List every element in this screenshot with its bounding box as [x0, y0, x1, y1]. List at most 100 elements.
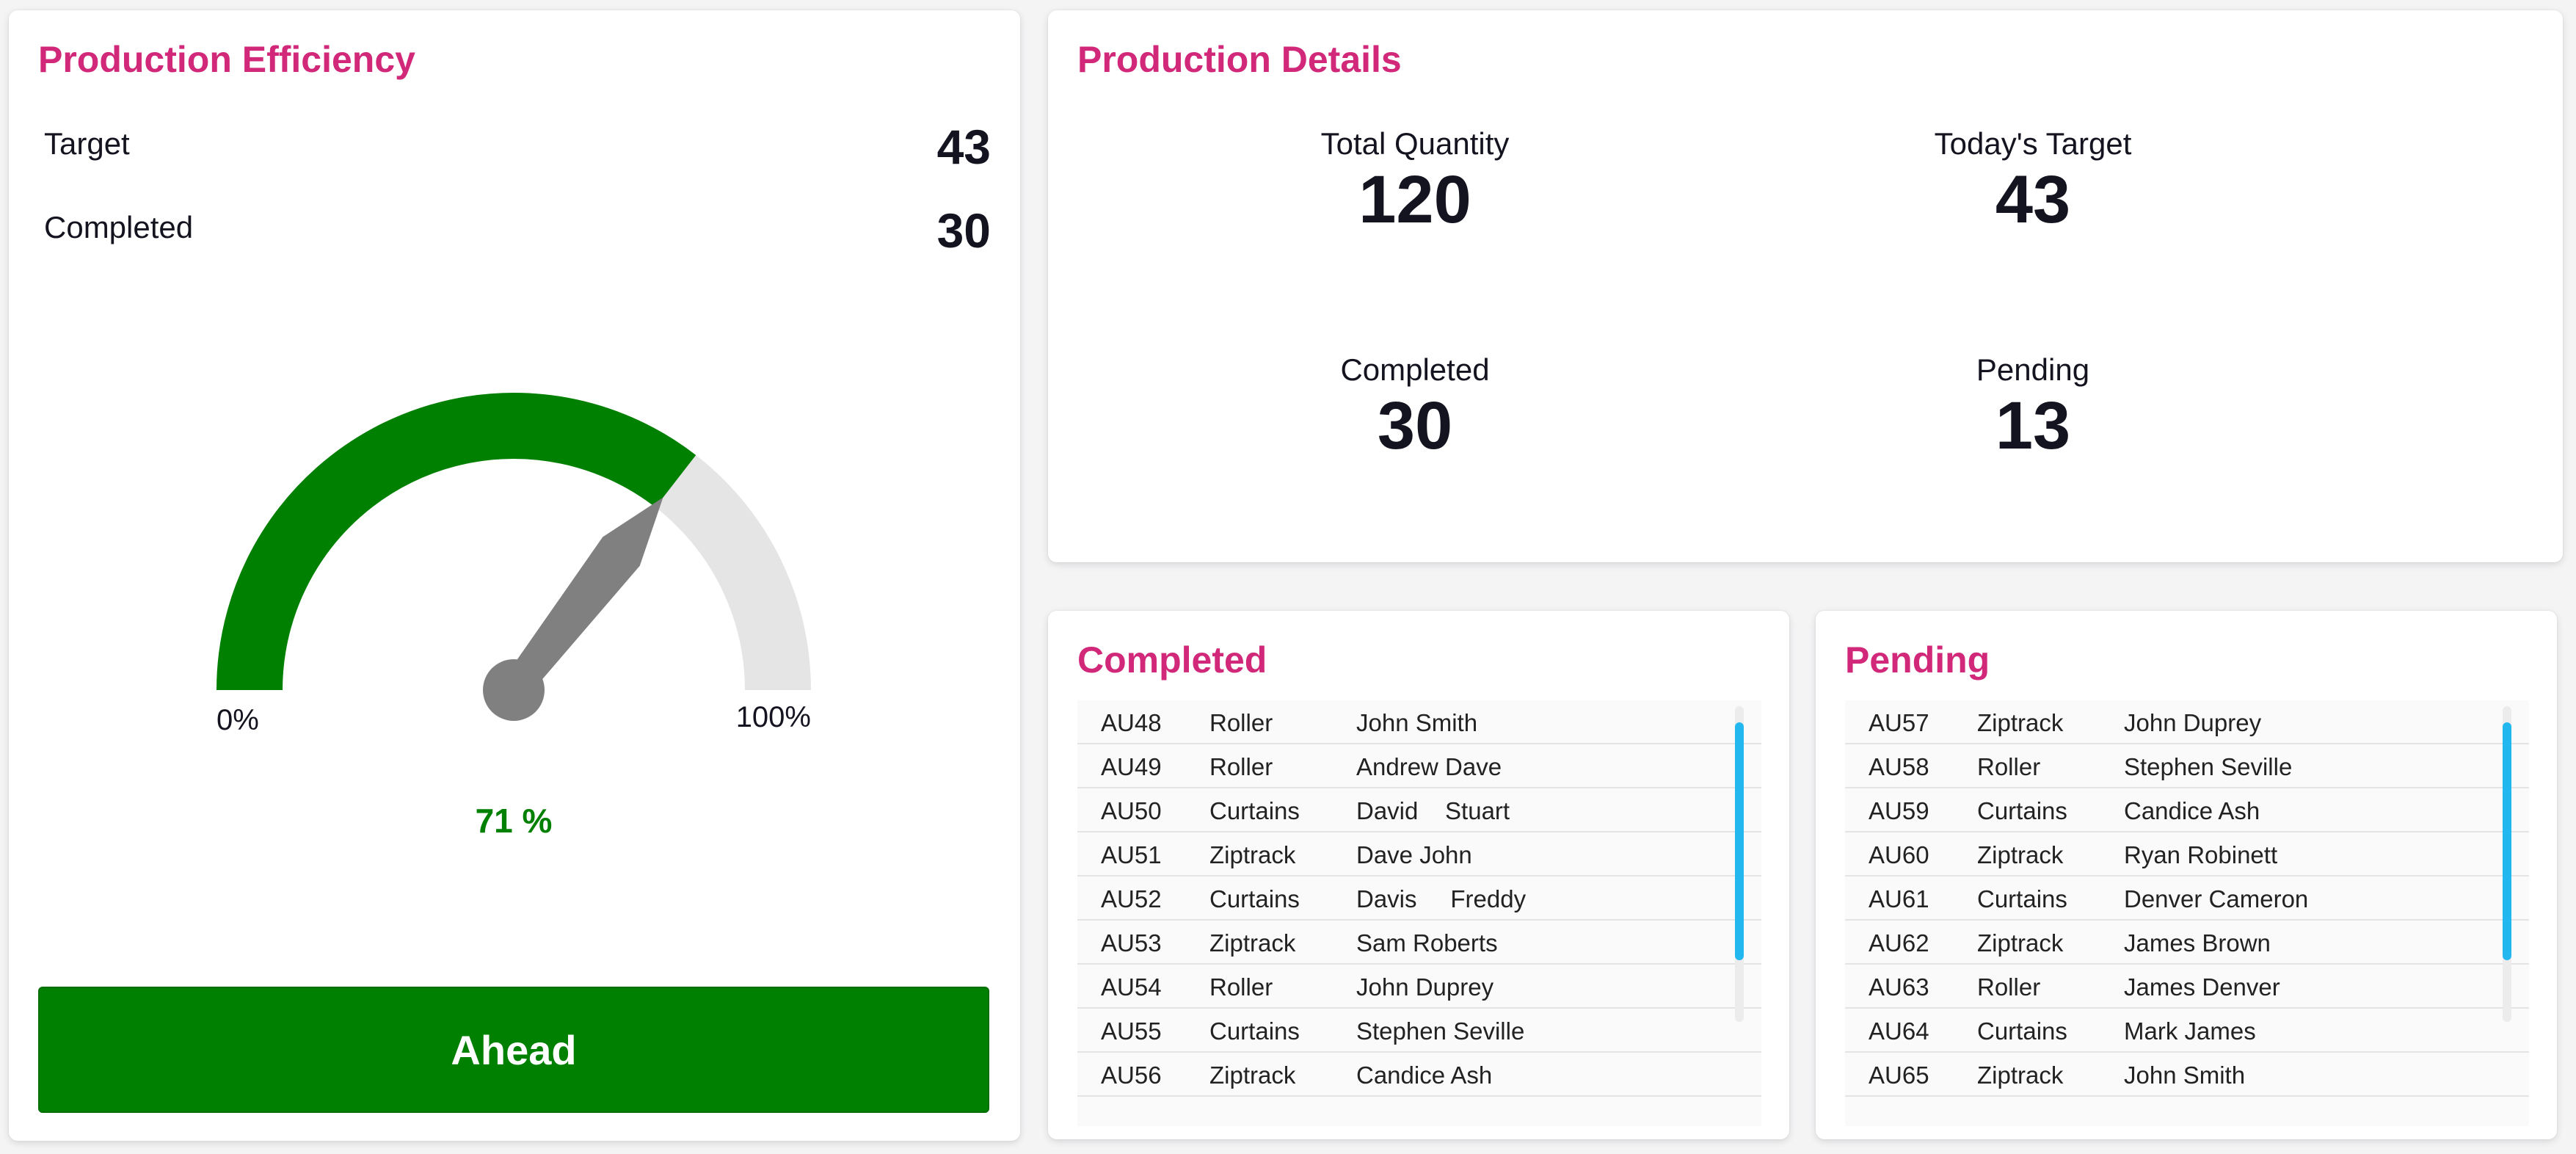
pending-scrollbar-thumb[interactable]	[2503, 722, 2511, 960]
target-label: Target	[44, 126, 130, 161]
gauge-hub	[483, 659, 545, 721]
product-type: Curtains	[1209, 1017, 1300, 1045]
customer-name: Dave John	[1356, 841, 1472, 868]
product-type: Ziptrack	[1977, 841, 2064, 868]
production-details-card: Production Details Total Quantity 120 To…	[1048, 10, 2563, 562]
order-id: AU54	[1101, 973, 1162, 1001]
customer-name: John Duprey	[2124, 709, 2262, 736]
pending-list[interactable]: AU57 Ziptrack John Duprey AU58 Roller Stephe…	[1845, 700, 2529, 1126]
list-item[interactable]: AU56 Ziptrack Candice Ash	[1077, 1053, 1761, 1097]
list-item[interactable]: AU64 Curtains Mark James	[1845, 1009, 2529, 1053]
order-id: AU56	[1101, 1062, 1162, 1089]
list-item[interactable]: AU65 Ziptrack John Smith	[1845, 1053, 2529, 1097]
details-completed-label: Completed	[1340, 352, 1490, 387]
gauge-fill	[217, 393, 696, 691]
stat-pending: Pending 13	[1813, 352, 2253, 462]
list-item[interactable]: AU54 Roller John Duprey	[1077, 965, 1761, 1009]
pending-list-title: Pending	[1845, 639, 1990, 681]
target-row: Target 43	[44, 119, 991, 174]
order-id: AU53	[1101, 929, 1162, 957]
completed-label: Completed	[44, 210, 194, 244]
pending-list-card: Pending AU57 Ziptrack John Duprey AU58 Roll…	[1816, 611, 2557, 1139]
customer-name: John Duprey	[1356, 973, 1494, 1001]
list-item[interactable]: AU59 Curtains Candice Ash	[1845, 788, 2529, 832]
order-id: AU62	[1869, 929, 1929, 957]
customer-name: Sam Roberts	[1356, 929, 1498, 957]
list-item[interactable]: AU52 Curtains Davis Freddy	[1077, 877, 1761, 921]
gauge-needle	[502, 497, 663, 700]
product-type: Ziptrack	[1977, 929, 2064, 957]
completed-value: 30	[936, 203, 991, 258]
list-item[interactable]: AU50 Curtains David Stuart	[1077, 788, 1761, 832]
customer-name: Candice Ash	[2124, 797, 2260, 824]
details-completed-value: 30	[1377, 388, 1453, 463]
product-type: Curtains	[1977, 885, 2067, 912]
product-type: Ziptrack	[1977, 1062, 2064, 1089]
product-type: Ziptrack	[1977, 709, 2064, 736]
todays-target-label: Today's Target	[1934, 126, 2132, 161]
order-id: AU64	[1869, 1017, 1929, 1045]
order-id: AU61	[1869, 885, 1929, 912]
product-type: Roller	[1209, 973, 1273, 1001]
order-id: AU50	[1101, 797, 1162, 824]
product-type: Roller	[1209, 709, 1273, 736]
gauge-max-label: 100%	[736, 701, 811, 733]
product-type: Curtains	[1209, 797, 1300, 824]
product-type: Roller	[1209, 753, 1273, 780]
list-item[interactable]: AU60 Ziptrack Ryan Robinett	[1845, 832, 2529, 877]
list-item[interactable]: AU58 Roller Stephen Seville	[1845, 744, 2529, 788]
customer-name: Candice Ash	[1356, 1062, 1493, 1089]
list-item[interactable]: AU48 Roller John Smith	[1077, 700, 1761, 744]
customer-name: Davis Freddy	[1356, 885, 1527, 912]
efficiency-gauge: 0% 100% 71 %	[217, 393, 811, 840]
completed-list[interactable]: AU48 Roller John Smith AU49 Roller Andrew Da…	[1077, 700, 1761, 1126]
product-type: Roller	[1977, 753, 2041, 780]
gauge-readout: 71 %	[476, 802, 553, 840]
customer-name: Andrew Dave	[1356, 753, 1502, 780]
list-item[interactable]: AU55 Curtains Stephen Seville	[1077, 1009, 1761, 1053]
completed-scrollbar-thumb[interactable]	[1735, 722, 1744, 960]
product-type: Ziptrack	[1209, 929, 1296, 957]
target-value: 43	[936, 120, 991, 174]
order-id: AU63	[1869, 973, 1929, 1001]
order-id: AU52	[1101, 885, 1162, 912]
product-type: Ziptrack	[1209, 841, 1296, 868]
list-item[interactable]: AU53 Ziptrack Sam Roberts	[1077, 921, 1761, 965]
order-id: AU58	[1869, 753, 1929, 780]
status-ahead-button[interactable]: Ahead	[38, 987, 989, 1113]
list-item[interactable]: AU51 Ziptrack Dave John	[1077, 832, 1761, 877]
total-quantity-label: Total Quantity	[1320, 126, 1510, 161]
customer-name: David Stuart	[1356, 797, 1510, 824]
order-id: AU55	[1101, 1017, 1162, 1045]
details-title: Production Details	[1077, 39, 1402, 80]
list-item[interactable]: AU61 Curtains Denver Cameron	[1845, 877, 2529, 921]
product-type: Ziptrack	[1209, 1062, 1296, 1089]
list-item[interactable]: AU57 Ziptrack John Duprey	[1845, 700, 2529, 744]
order-id: AU51	[1101, 841, 1162, 868]
details-pending-value: 13	[1995, 388, 2071, 463]
details-pending-label: Pending	[1976, 352, 2090, 387]
product-type: Curtains	[1209, 885, 1300, 912]
list-item[interactable]: AU62 Ziptrack James Brown	[1845, 921, 2529, 965]
customer-name: Ryan Robinett	[2124, 841, 2278, 868]
order-id: AU49	[1101, 753, 1162, 780]
completed-row: Completed 30	[44, 203, 991, 258]
total-quantity-value: 120	[1358, 162, 1471, 237]
order-id: AU57	[1869, 709, 1929, 736]
product-type: Curtains	[1977, 797, 2067, 824]
order-id: AU48	[1101, 709, 1162, 736]
customer-name: Denver Cameron	[2124, 885, 2309, 912]
list-item[interactable]: AU63 Roller James Denver	[1845, 965, 2529, 1009]
list-item[interactable]: AU49 Roller Andrew Dave	[1077, 744, 1761, 788]
order-id: AU60	[1869, 841, 1929, 868]
order-id: AU59	[1869, 797, 1929, 824]
completed-list-title: Completed	[1077, 639, 1267, 681]
order-id: AU65	[1869, 1062, 1929, 1089]
customer-name: James Denver	[2124, 973, 2280, 1001]
stat-completed: Completed 30	[1195, 352, 1635, 462]
customer-name: John Smith	[2124, 1062, 2246, 1089]
todays-target-value: 43	[1995, 162, 2071, 237]
efficiency-title: Production Efficiency	[38, 39, 415, 80]
customer-name: John Smith	[1356, 709, 1478, 736]
customer-name: Stephen Seville	[2124, 753, 2293, 780]
